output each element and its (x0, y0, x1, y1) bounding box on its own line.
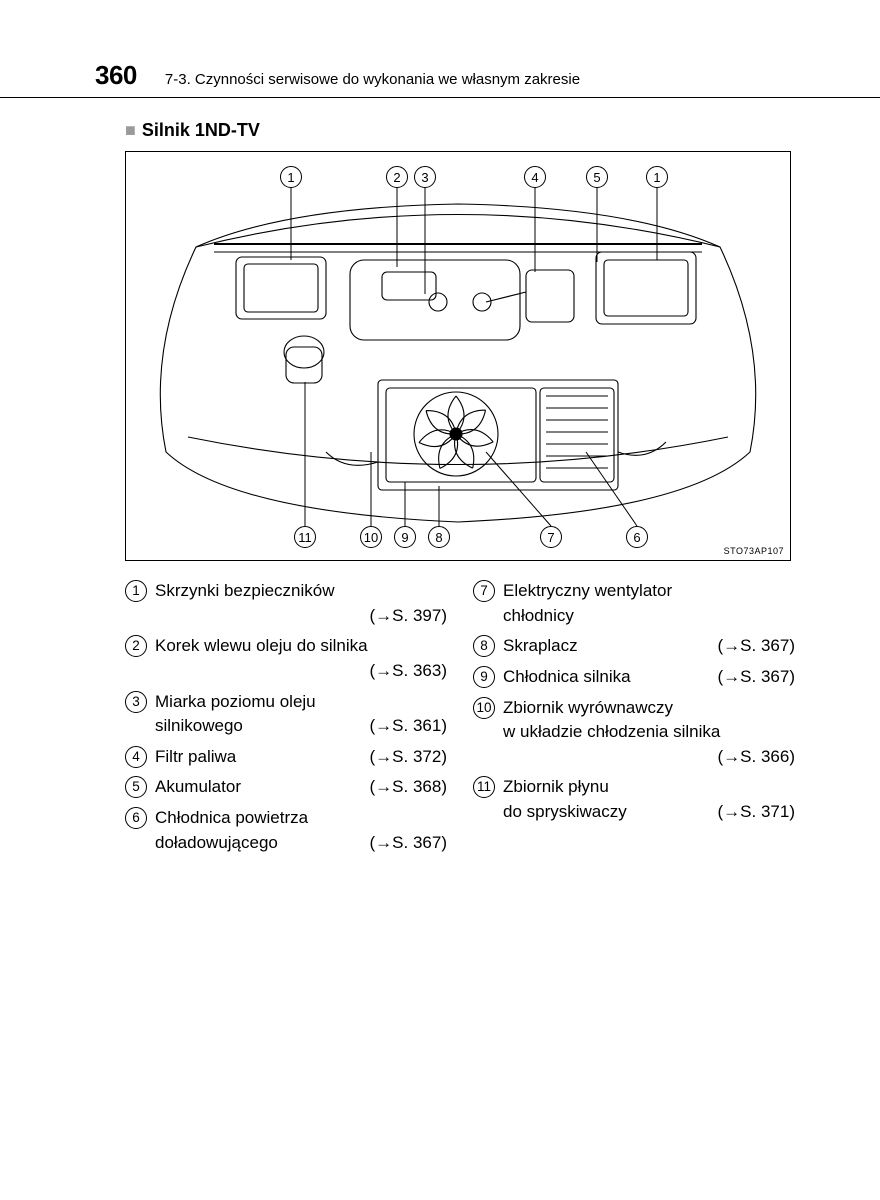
legend-number-circle: 9 (473, 666, 495, 688)
legend-number-circle: 7 (473, 580, 495, 602)
callout-circle: 7 (540, 526, 562, 548)
legend-text: Skraplacz(→S. 367) (503, 634, 795, 659)
legend-item: 6 Chłodnica powietrzadoładowującego(→S. 3… (125, 806, 447, 855)
legend-item: 11 Zbiornik płynudo spryskiwaczy(→S. 371) (473, 775, 795, 824)
legend-text: Chłodnica silnika(→S. 367) (503, 665, 795, 690)
callout-circle: 5 (586, 166, 608, 188)
section-title: 7-3. Czynności serwisowe do wykonania we… (165, 71, 580, 88)
legend-item: 9 Chłodnica silnika(→S. 367) (473, 665, 795, 690)
legend-number-circle: 10 (473, 697, 495, 719)
legend-item: 2 Korek wlewu oleju do silnika(→S. 363) (125, 634, 447, 683)
legend-text: Elektryczny wentylatorchłodnicy (503, 579, 795, 628)
legend-column-left: 1 Skrzynki bezpieczników(→S. 397) 2 Korek w… (125, 579, 447, 861)
callout-circle: 11 (294, 526, 316, 548)
engine-lineart-icon (126, 152, 790, 560)
header-rule (0, 97, 880, 98)
legend-text: Skrzynki bezpieczników(→S. 397) (155, 579, 447, 628)
callout-circle: 9 (394, 526, 416, 548)
callout-circle: 6 (626, 526, 648, 548)
page-header: 360 7-3. Czynności serwisowe do wykonani… (95, 60, 810, 91)
diagram-code: STO73AP107 (724, 546, 784, 556)
legend-item: 1 Skrzynki bezpieczników(→S. 397) (125, 579, 447, 628)
legend-item: 3 Miarka poziomu olejusilnikowego(→S. 361… (125, 690, 447, 739)
legend-text: Zbiornik wyrównawczyw układzie chłodzeni… (503, 696, 795, 770)
legend-text: Chłodnica powietrzadoładowującego(→S. 36… (155, 806, 447, 855)
legend-item: 5 Akumulator(→S. 368) (125, 775, 447, 800)
engine-diagram: 123451 11109876 STO73AP107 (125, 151, 791, 561)
legend-text: Miarka poziomu olejusilnikowego(→S. 361) (155, 690, 447, 739)
legend-item: 8 Skraplacz(→S. 367) (473, 634, 795, 659)
legend-item: 10 Zbiornik wyrównawczyw układzie chłodze… (473, 696, 795, 770)
subheading: ■ Silnik 1ND-TV (125, 120, 810, 141)
legend-number-circle: 4 (125, 746, 147, 768)
legend-text: Akumulator(→S. 368) (155, 775, 447, 800)
legend-number-circle: 8 (473, 635, 495, 657)
legend-text: Filtr paliwa(→S. 372) (155, 745, 447, 770)
callout-circle: 8 (428, 526, 450, 548)
engine-title: Silnik 1ND-TV (142, 120, 260, 140)
callout-circle: 1 (646, 166, 668, 188)
callout-circle: 3 (414, 166, 436, 188)
legend-number-circle: 1 (125, 580, 147, 602)
square-bullet-icon: ■ (125, 120, 136, 140)
callout-circle: 2 (386, 166, 408, 188)
legend-number-circle: 11 (473, 776, 495, 798)
page-number: 360 (95, 60, 137, 91)
manual-page: 360 7-3. Czynności serwisowe do wykonani… (0, 0, 880, 1200)
legend-item: 4 Filtr paliwa(→S. 372) (125, 745, 447, 770)
legend-item: 7 Elektryczny wentylatorchłodnicy (473, 579, 795, 628)
legend-number-circle: 6 (125, 807, 147, 829)
legend-column-right: 7 Elektryczny wentylatorchłodnicy 8 Skrapla… (473, 579, 795, 861)
legend-text: Korek wlewu oleju do silnika(→S. 363) (155, 634, 447, 683)
callout-circle: 1 (280, 166, 302, 188)
legend-number-circle: 2 (125, 635, 147, 657)
legend-text: Zbiornik płynudo spryskiwaczy(→S. 371) (503, 775, 795, 824)
legend-number-circle: 5 (125, 776, 147, 798)
callout-circle: 4 (524, 166, 546, 188)
legend-number-circle: 3 (125, 691, 147, 713)
callout-circle: 10 (360, 526, 382, 548)
legend: 1 Skrzynki bezpieczników(→S. 397) 2 Korek w… (125, 579, 795, 861)
